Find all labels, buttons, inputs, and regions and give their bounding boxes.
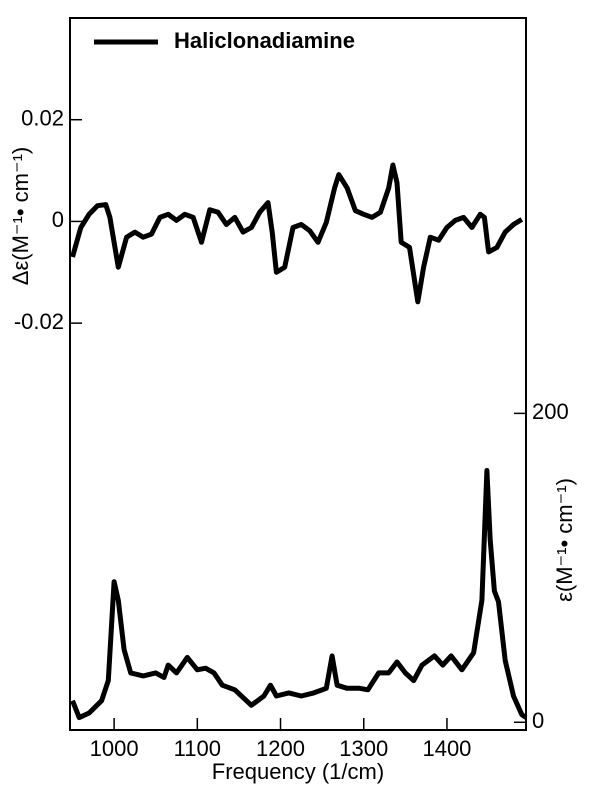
x-tick-label: 1300 [339,736,388,761]
y2-tick-label: 0 [532,708,544,733]
x-tick-label: 1000 [90,736,139,761]
x-tick-label: 1400 [422,736,471,761]
y-tick-label: 0 [52,207,64,232]
y-axis-label: Δε(M⁻¹• cm⁻¹) [8,147,33,286]
y2-axis-label: ε(M⁻¹• cm⁻¹) [552,478,577,602]
plot-frame [69,17,527,731]
x-tick-label: 1100 [174,736,221,761]
y-tick-label: 0.02 [21,106,64,131]
x-tick-label: 1200 [256,736,305,761]
y-tick-label: -0.02 [14,309,64,334]
series-line [70,468,528,721]
x-axis-label: Frequency (1/cm) [212,759,384,784]
y2-tick-label: 200 [532,399,569,424]
legend-label: Haliclonadiamine [174,28,355,53]
series-line [70,162,524,305]
